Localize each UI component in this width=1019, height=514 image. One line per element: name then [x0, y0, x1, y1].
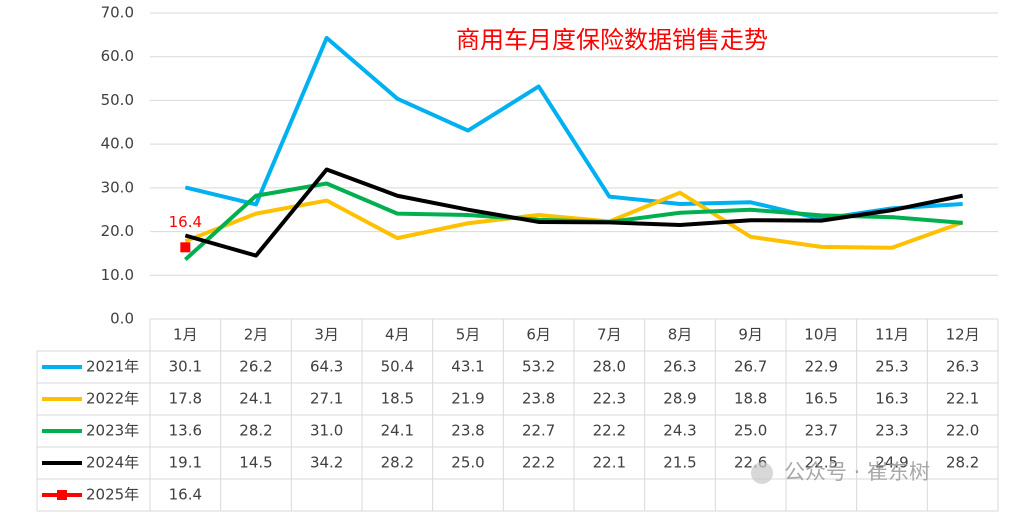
x-tick-label: 7月 [597, 326, 622, 344]
legend-label: 2024年 [86, 454, 139, 472]
table-cell: 22.3 [593, 390, 626, 408]
legend-label: 2022年 [86, 390, 139, 408]
table-cell: 23.3 [875, 422, 908, 440]
table-cell: 28.2 [239, 422, 272, 440]
table-cell: 17.8 [169, 390, 202, 408]
x-tick-label: 1月 [173, 326, 198, 344]
table-cell: 22.2 [593, 422, 626, 440]
table-cell: 26.3 [946, 358, 979, 376]
table-cell: 24.9 [875, 454, 908, 472]
legend-label: 2023年 [86, 422, 139, 440]
legend-label: 2025年 [86, 486, 139, 504]
x-tick-label: 9月 [738, 326, 763, 344]
x-tick-label: 5月 [456, 326, 481, 344]
table-cell: 43.1 [451, 358, 484, 376]
table-cell: 28.0 [593, 358, 626, 376]
table-cell: 25.3 [875, 358, 908, 376]
table-cell: 25.0 [734, 422, 767, 440]
table-cell: 23.8 [451, 422, 484, 440]
legend-marker [57, 490, 67, 500]
x-tick-label: 2月 [244, 326, 269, 344]
table-cell: 26.2 [239, 358, 272, 376]
data-label: 16.4 [169, 213, 202, 231]
x-tick-label: 11月 [875, 326, 909, 344]
y-tick-label: 20.0 [101, 222, 134, 240]
series-line [184, 167, 964, 258]
table-cell: 30.1 [169, 358, 202, 376]
table-cell: 23.8 [522, 390, 555, 408]
table-cell: 22.1 [593, 454, 626, 472]
table-cell: 31.0 [310, 422, 343, 440]
table-cell: 21.9 [451, 390, 484, 408]
table-cell: 14.5 [239, 454, 272, 472]
y-tick-label: 10.0 [101, 266, 134, 284]
table-cell: 22.2 [522, 454, 555, 472]
table-cell: 22.5 [805, 454, 838, 472]
table-cell: 16.4 [169, 486, 202, 504]
y-tick-label: 70.0 [101, 4, 134, 22]
y-tick-label: 60.0 [101, 47, 134, 65]
table-cell: 22.1 [946, 390, 979, 408]
table-cell: 19.1 [169, 454, 202, 472]
table-cell: 34.2 [310, 454, 343, 472]
y-tick-label: 40.0 [101, 135, 134, 153]
table-cell: 21.5 [663, 454, 696, 472]
point-marker [180, 242, 191, 253]
table-cell: 24.1 [239, 390, 272, 408]
table-cell: 22.7 [522, 422, 555, 440]
watermark-icon [751, 462, 773, 484]
x-tick-label: 4月 [385, 326, 410, 344]
legend-label: 2021年 [86, 358, 139, 376]
table-cell: 18.8 [734, 390, 767, 408]
table-cell: 27.1 [310, 390, 343, 408]
table-cell: 16.3 [875, 390, 908, 408]
table-cell: 50.4 [381, 358, 414, 376]
table-cell: 28.2 [381, 454, 414, 472]
table-cell: 24.1 [381, 422, 414, 440]
y-tick-label: 30.0 [101, 178, 134, 196]
table-cell: 22.0 [946, 422, 979, 440]
table-cell: 24.3 [663, 422, 696, 440]
x-tick-label: 12月 [946, 326, 980, 344]
y-tick-label: 50.0 [101, 91, 134, 109]
table-cell: 18.5 [381, 390, 414, 408]
table-cell: 28.9 [663, 390, 696, 408]
chart-title: 商用车月度保险数据销售走势 [456, 26, 768, 54]
table-cell: 26.3 [663, 358, 696, 376]
x-tick-label: 3月 [314, 326, 339, 344]
y-tick-label: 0.0 [110, 310, 134, 328]
table-cell: 28.2 [946, 454, 979, 472]
table-cell: 13.6 [169, 422, 202, 440]
table-cell: 25.0 [451, 454, 484, 472]
table-cell: 16.5 [805, 390, 838, 408]
table-cell: 53.2 [522, 358, 555, 376]
x-tick-label: 10月 [804, 326, 838, 344]
table-cell: 22.9 [805, 358, 838, 376]
series-line [184, 190, 964, 250]
table-cell: 64.3 [310, 358, 343, 376]
x-tick-label: 6月 [526, 326, 551, 344]
table-cell: 26.7 [734, 358, 767, 376]
table-cell: 23.7 [805, 422, 838, 440]
x-tick-label: 8月 [668, 326, 693, 344]
watermark: 公众号 · 崔东树 [784, 460, 930, 484]
